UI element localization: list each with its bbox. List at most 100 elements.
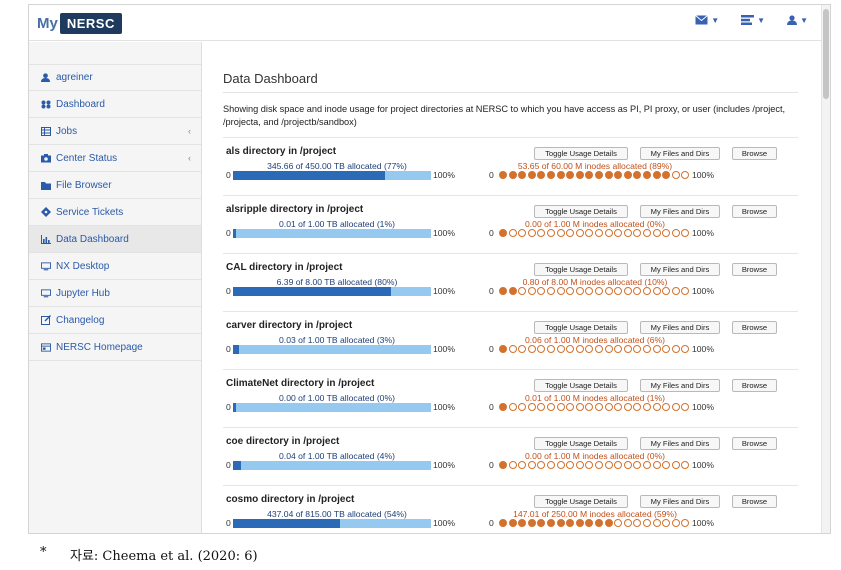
inode-circle — [527, 287, 536, 295]
toggle-usage-details-button[interactable]: Toggle Usage Details — [534, 263, 628, 276]
tb-scale-min: 0 — [226, 170, 231, 180]
sidebar-item-label: Data Dashboard — [56, 233, 129, 245]
inode-circle — [623, 345, 632, 353]
scrollbar[interactable] — [821, 5, 830, 533]
toggle-usage-details-button[interactable]: Toggle Usage Details — [534, 147, 628, 160]
inode-usage-label: 147.01 of 250.00 M inodes allocated (59%… — [513, 509, 677, 519]
user-menu[interactable]: ▼ — [787, 15, 808, 25]
top-icon-group: ▼ ▼ ▼ — [695, 15, 808, 25]
messages-menu[interactable]: ▼ — [695, 15, 719, 25]
inode-circle — [499, 519, 507, 527]
inode-circle — [585, 519, 594, 527]
inode-circle — [652, 345, 661, 353]
browse-button[interactable]: Browse — [732, 495, 777, 508]
tb-usage-bar — [233, 403, 431, 412]
inode-circle — [662, 403, 671, 411]
browse-button[interactable]: Browse — [732, 263, 777, 276]
sidebar-item-label: Dashboard — [56, 98, 105, 110]
tb-usage-bar — [233, 519, 431, 528]
mynersc-logo[interactable]: My NERSC — [37, 11, 122, 35]
source-caption: 자료: Cheema et al. (2020: 6) — [70, 549, 258, 564]
sidebar-item-label: Changelog — [56, 314, 105, 326]
inode-circle — [614, 171, 623, 179]
edit-icon — [41, 315, 51, 325]
chevron-left-icon[interactable]: ‹ — [188, 153, 191, 163]
inode-circle — [681, 519, 690, 527]
inode-circle — [585, 287, 594, 295]
dashboard-icon — [41, 99, 51, 109]
inode-circle — [537, 403, 546, 411]
my-files-and-dirs-button[interactable]: My Files and Dirs — [640, 379, 720, 392]
title-divider — [223, 92, 798, 93]
inode-circle — [643, 171, 651, 179]
my-files-and-dirs-button[interactable]: My Files and Dirs — [640, 205, 720, 218]
scrollbar-thumb[interactable] — [823, 9, 829, 99]
my-files-and-dirs-button[interactable]: My Files and Dirs — [640, 321, 720, 334]
inode-circle — [604, 287, 613, 295]
inode-circle — [527, 229, 536, 237]
toggle-usage-details-button[interactable]: Toggle Usage Details — [534, 495, 628, 508]
tasks-menu[interactable]: ▼ — [741, 15, 765, 25]
toggle-usage-details-button[interactable]: Toggle Usage Details — [534, 379, 628, 392]
inode-circle — [671, 403, 680, 411]
sidebar-item-jupyter-hub[interactable]: Jupyter Hub — [29, 280, 201, 307]
inode-usage-label: 0.80 of 8.00 M inodes allocated (10%) — [522, 277, 668, 287]
tb-usage-fill — [233, 461, 241, 470]
sidebar-item-changelog[interactable]: Changelog — [29, 307, 201, 334]
toggle-usage-details-button[interactable]: Toggle Usage Details — [534, 437, 628, 450]
sidebar-item-file-browser[interactable]: File Browser — [29, 172, 201, 199]
inode-circle — [585, 345, 594, 353]
directory-name: coe directory in /project — [226, 436, 340, 447]
inode-scale-max: 100% — [692, 228, 714, 238]
sidebar-item-center-status[interactable]: Center Status ‹ — [29, 145, 201, 172]
my-files-and-dirs-button[interactable]: My Files and Dirs — [640, 147, 720, 160]
inode-usage-label: 0.06 of 1.00 M inodes allocated (6%) — [525, 335, 665, 345]
inode-circle — [595, 345, 603, 353]
inode-circle — [614, 287, 623, 295]
chevron-left-icon[interactable]: ‹ — [188, 126, 191, 136]
inode-circle — [556, 287, 565, 295]
browse-button[interactable]: Browse — [732, 205, 777, 218]
sidebar-item-data-dashboard[interactable]: Data Dashboard — [29, 226, 201, 253]
inode-scale-max: 100% — [692, 402, 714, 412]
browse-button[interactable]: Browse — [732, 437, 777, 450]
inode-circle — [527, 171, 536, 179]
tb-usage-fill — [233, 345, 239, 354]
inode-circle — [499, 171, 507, 179]
toggle-usage-details-button[interactable]: Toggle Usage Details — [534, 205, 628, 218]
tb-scale-max: 100% — [433, 518, 455, 528]
sidebar-item-nx-desktop[interactable]: NX Desktop — [29, 253, 201, 280]
my-files-and-dirs-button[interactable]: My Files and Dirs — [640, 263, 720, 276]
inode-circle — [547, 403, 555, 411]
my-files-and-dirs-button[interactable]: My Files and Dirs — [640, 437, 720, 450]
tb-scale-min: 0 — [226, 228, 231, 238]
tb-usage-label: 0.01 of 1.00 TB allocated (1%) — [279, 219, 395, 229]
toggle-usage-details-button[interactable]: Toggle Usage Details — [534, 321, 628, 334]
inode-circle — [652, 229, 661, 237]
inode-circle — [547, 519, 555, 527]
inode-usage-label: 0.00 of 1.00 M inodes allocated (0%) — [525, 219, 665, 229]
bar-chart-icon — [41, 234, 51, 244]
top-navbar: My NERSC ▼ ▼ ▼ — [29, 5, 830, 41]
sidebar-item-dashboard[interactable]: Dashboard — [29, 91, 201, 118]
inode-circle — [556, 345, 565, 353]
directory-row: CAL directory in /project Toggle Usage De… — [223, 253, 798, 311]
browse-button[interactable]: Browse — [732, 147, 777, 160]
sidebar-item-nersc-homepage[interactable]: NERSC Homepage — [29, 334, 201, 361]
sidebar-item-jobs[interactable]: Jobs ‹ — [29, 118, 201, 145]
browse-button[interactable]: Browse — [732, 379, 777, 392]
inode-circle — [499, 345, 507, 353]
sidebar-item-agreiner[interactable]: agreiner — [29, 64, 201, 91]
browse-button[interactable]: Browse — [732, 321, 777, 334]
inode-circle — [508, 519, 517, 527]
inode-scale-min: 0 — [489, 228, 494, 238]
inode-circle — [681, 171, 690, 179]
my-files-and-dirs-button[interactable]: My Files and Dirs — [640, 495, 720, 508]
tb-usage-label: 0.00 of 1.00 TB allocated (0%) — [279, 393, 395, 403]
inode-circle — [518, 519, 527, 527]
inode-circle — [518, 287, 527, 295]
tb-usage-fill — [233, 171, 386, 180]
sidebar-item-service-tickets[interactable]: Service Tickets — [29, 199, 201, 226]
inode-circle — [633, 519, 642, 527]
main-content: Data Dashboard Showing disk space and in… — [203, 42, 823, 533]
